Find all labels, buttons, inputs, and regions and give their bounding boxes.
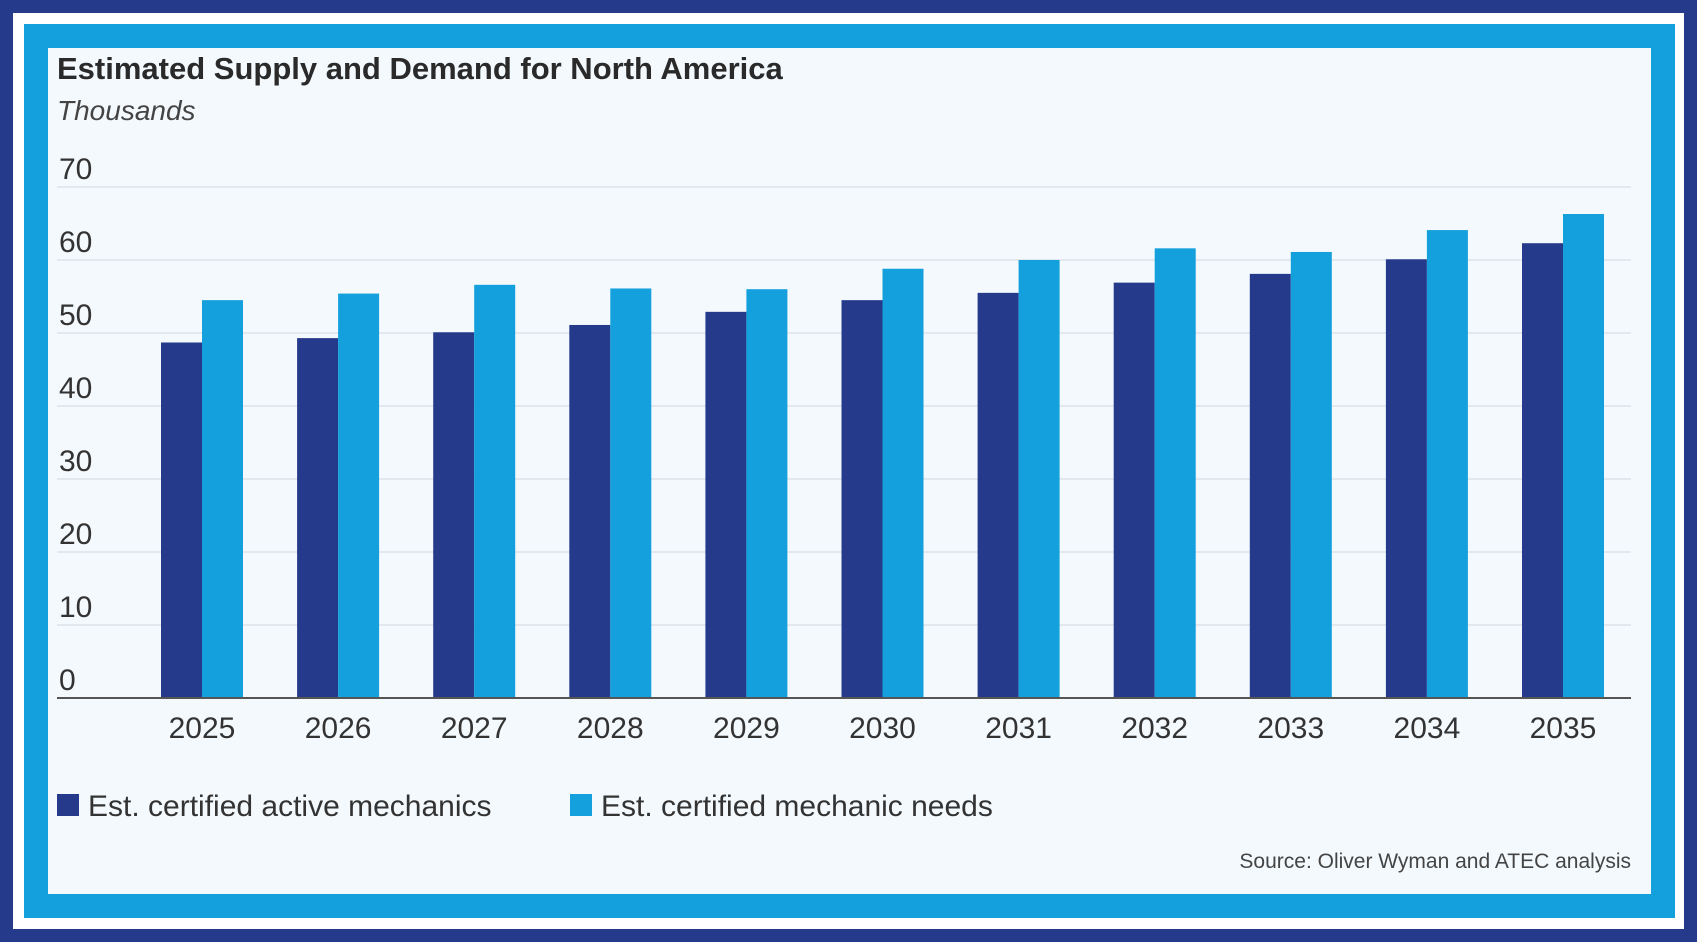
bar-mechanic-needs-2027 bbox=[474, 284, 516, 698]
legend: Est. certified active mechanics Est. cer… bbox=[57, 790, 993, 823]
legend-label-active-mechanics: Est. certified active mechanics bbox=[88, 790, 492, 823]
bar-mechanic-needs-2031 bbox=[1018, 260, 1060, 698]
y-tick-label-40: 40 bbox=[59, 372, 92, 405]
bar-active-mechanics-2026 bbox=[297, 338, 339, 698]
bar-active-mechanics-2031 bbox=[977, 292, 1019, 698]
legend-label-mechanic-needs: Est. certified mechanic needs bbox=[601, 790, 993, 823]
bar-mechanic-needs-2035 bbox=[1563, 214, 1604, 698]
x-axis-ticks: 2025 2026 2027 2028 2029 2030 2031 2032 2033 2034… bbox=[169, 712, 1597, 745]
y-tick-label-70: 70 bbox=[59, 153, 92, 186]
bars bbox=[161, 214, 1604, 698]
y-axis-ticks: 0 10 20 30 40 50 60 70 bbox=[59, 153, 92, 697]
x-tick-label-2027: 2027 bbox=[441, 712, 508, 745]
chart-panel: Estimated Supply and Demand for North Am… bbox=[48, 48, 1651, 894]
x-tick-label-2032: 2032 bbox=[1121, 712, 1188, 745]
legend-swatch-mechanic-needs bbox=[570, 794, 592, 816]
bar-mechanic-needs-2033 bbox=[1290, 251, 1332, 698]
bar-active-mechanics-2025 bbox=[161, 342, 202, 698]
bar-active-mechanics-2032 bbox=[1113, 282, 1155, 698]
bar-mechanic-needs-2025 bbox=[202, 300, 243, 698]
bar-active-mechanics-2034 bbox=[1385, 259, 1427, 698]
bar-mechanic-needs-2030 bbox=[882, 268, 924, 698]
y-tick-label-60: 60 bbox=[59, 226, 92, 259]
bar-mechanic-needs-2028 bbox=[610, 288, 652, 698]
bar-active-mechanics-2029 bbox=[705, 311, 747, 698]
bar-active-mechanics-2027 bbox=[433, 332, 475, 698]
y-tick-label-10: 10 bbox=[59, 591, 92, 624]
x-tick-label-2035: 2035 bbox=[1530, 712, 1597, 745]
y-tick-label-30: 30 bbox=[59, 445, 92, 478]
x-tick-label-2026: 2026 bbox=[305, 712, 372, 745]
chart-title: Estimated Supply and Demand for North Am… bbox=[57, 51, 784, 86]
legend-swatch-active-mechanics bbox=[57, 794, 79, 816]
bar-active-mechanics-2028 bbox=[569, 324, 611, 698]
x-tick-label-2031: 2031 bbox=[985, 712, 1052, 745]
y-tick-label-0: 0 bbox=[59, 664, 76, 697]
x-tick-label-2034: 2034 bbox=[1394, 712, 1461, 745]
bar-active-mechanics-2033 bbox=[1249, 273, 1291, 698]
x-tick-label-2030: 2030 bbox=[849, 712, 916, 745]
bar-active-mechanics-2030 bbox=[841, 300, 883, 698]
bar-mechanic-needs-2034 bbox=[1426, 230, 1468, 698]
bar-mechanic-needs-2029 bbox=[746, 289, 788, 698]
chart-subtitle: Thousands bbox=[57, 95, 196, 126]
x-tick-label-2028: 2028 bbox=[577, 712, 644, 745]
x-tick-label-2025: 2025 bbox=[169, 712, 236, 745]
bar-active-mechanics-2035 bbox=[1522, 243, 1563, 698]
y-tick-label-50: 50 bbox=[59, 299, 92, 332]
chart: Estimated Supply and Demand for North Am… bbox=[57, 51, 1631, 873]
bar-mechanic-needs-2026 bbox=[338, 293, 380, 698]
y-tick-label-20: 20 bbox=[59, 518, 92, 551]
x-tick-label-2029: 2029 bbox=[713, 712, 780, 745]
x-tick-label-2033: 2033 bbox=[1257, 712, 1324, 745]
bar-mechanic-needs-2032 bbox=[1154, 248, 1196, 698]
source-note: Source: Oliver Wyman and ATEC analysis bbox=[1239, 850, 1631, 873]
